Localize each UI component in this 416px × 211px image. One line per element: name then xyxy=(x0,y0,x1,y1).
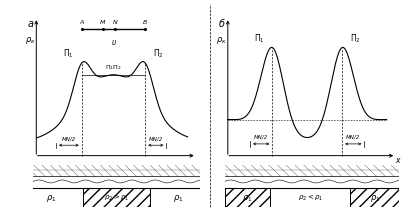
Text: N: N xyxy=(113,20,117,25)
Text: υ: υ xyxy=(111,38,116,47)
Text: A: A xyxy=(79,20,84,25)
Text: $\rho_1$: $\rho_1$ xyxy=(46,193,57,204)
Text: MN/2: MN/2 xyxy=(254,135,268,140)
Text: M: M xyxy=(100,20,106,25)
Text: MN/2: MN/2 xyxy=(62,136,76,141)
Text: MN/2: MN/2 xyxy=(346,135,360,140)
Bar xyxy=(225,188,270,207)
Text: B: B xyxy=(143,20,147,25)
Text: $\Pi_2$: $\Pi_2$ xyxy=(153,48,163,61)
Bar xyxy=(83,188,150,207)
Text: $\Pi_1$: $\Pi_1$ xyxy=(63,48,74,61)
Text: б: б xyxy=(218,19,224,29)
Text: x: x xyxy=(396,156,400,165)
Text: $\rho_\kappa$: $\rho_\kappa$ xyxy=(25,35,36,46)
Text: MN/2: MN/2 xyxy=(149,136,163,141)
Bar xyxy=(270,188,350,207)
Text: $\Pi_1$: $\Pi_1$ xyxy=(254,32,264,45)
Text: $\rho_2 > \rho_1$: $\rho_2 > \rho_1$ xyxy=(104,193,129,203)
Text: $\rho_1$: $\rho_1$ xyxy=(242,193,253,204)
Text: $\Pi_2$: $\Pi_2$ xyxy=(350,32,361,45)
Text: $\rho_\kappa$: $\rho_\kappa$ xyxy=(216,35,227,46)
Text: a: a xyxy=(27,19,33,29)
Text: $\rho_1$: $\rho_1$ xyxy=(370,193,380,204)
Bar xyxy=(350,188,399,207)
Text: $\Pi_1\Pi_2$: $\Pi_1\Pi_2$ xyxy=(105,63,122,72)
Text: $\rho_2 < \rho_1$: $\rho_2 < \rho_1$ xyxy=(297,193,323,203)
Text: $\rho_1$: $\rho_1$ xyxy=(173,193,183,204)
